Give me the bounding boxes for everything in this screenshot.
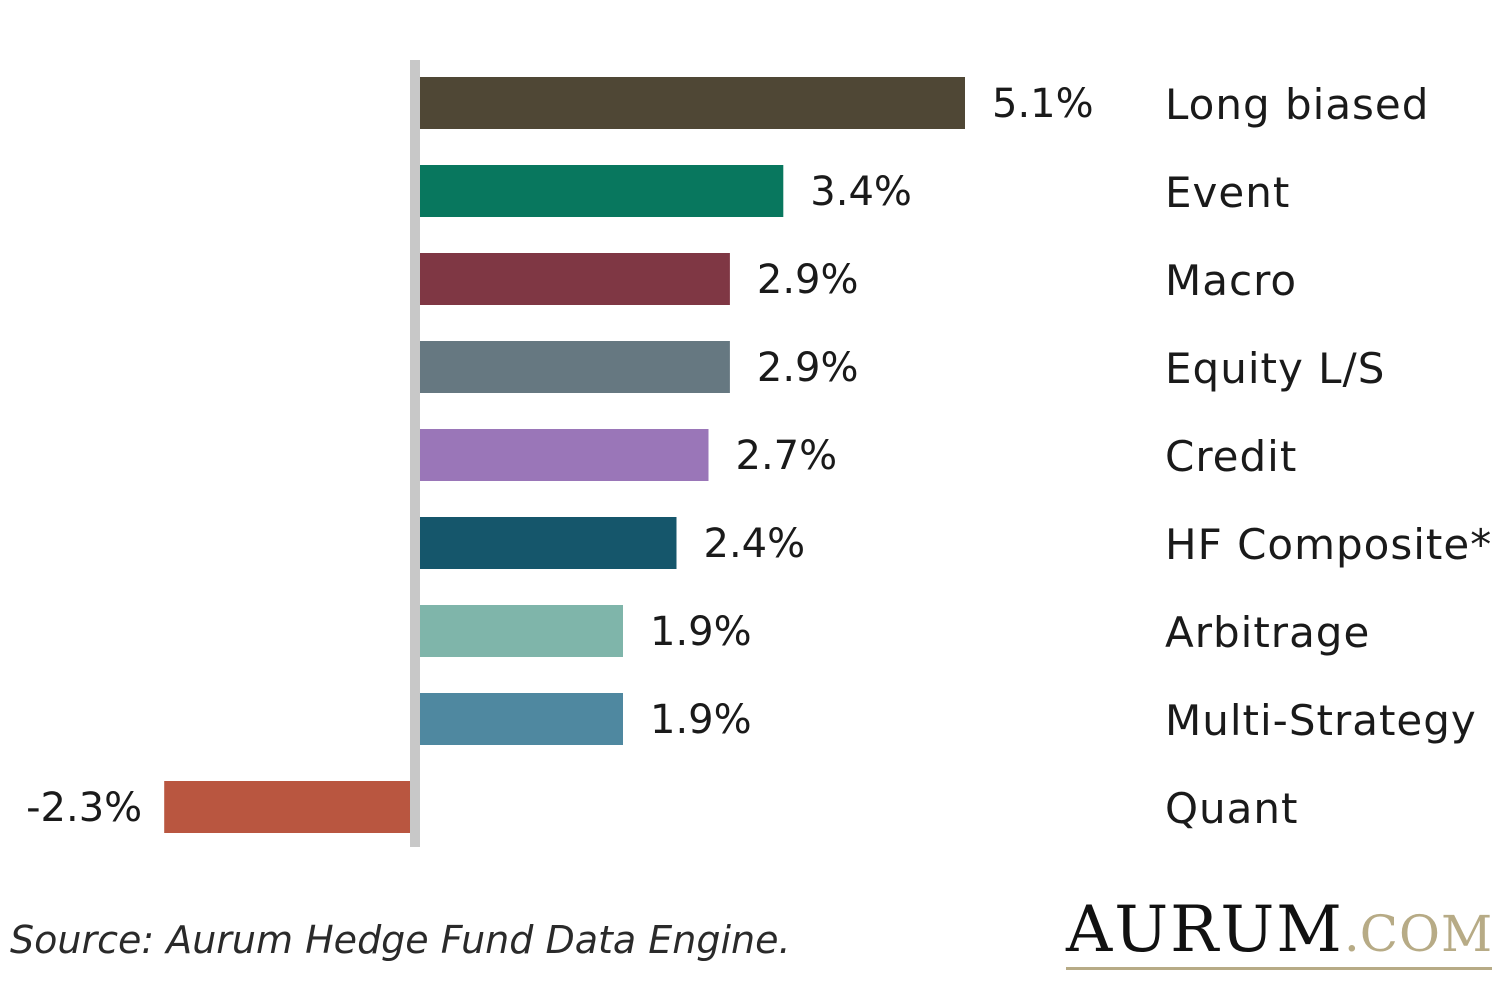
value-label: -2.3%	[26, 785, 142, 831]
logo-suffix: COM	[1359, 905, 1494, 963]
value-label: 1.9%	[650, 697, 752, 743]
value-label: 3.4%	[810, 169, 912, 215]
logo-underline	[1066, 967, 1492, 970]
category-label: Macro	[1165, 256, 1297, 305]
bar-credit	[420, 429, 709, 481]
value-label: 2.9%	[757, 257, 859, 303]
category-label: HF Composite*	[1165, 520, 1492, 569]
zero-axis-line	[410, 60, 420, 847]
bar-quant	[164, 781, 410, 833]
category-label: Arbitrage	[1165, 608, 1370, 657]
bar-hf-composite	[420, 517, 677, 569]
aurum-logo: AURUM.COM	[1066, 893, 1492, 973]
category-label: Quant	[1165, 784, 1299, 833]
logo-word: AURUM	[1066, 893, 1344, 967]
bar-event	[420, 165, 784, 217]
bar-macro	[420, 253, 730, 305]
bar-multi-strategy	[420, 693, 623, 745]
value-label: 5.1%	[992, 81, 1094, 127]
category-label: Long biased	[1165, 80, 1429, 129]
bar-arbitrage	[420, 605, 623, 657]
bar-chart: 5.1% Long biased 3.4% Event 2.9% Macro 2.9% Equ…	[26, 60, 1492, 847]
bar-equity-l-s	[420, 341, 730, 393]
value-label: 1.9%	[650, 609, 752, 655]
bar-long-biased	[420, 77, 965, 129]
value-label: 2.4%	[704, 521, 806, 567]
logo-dot: .	[1343, 905, 1360, 963]
source-note: Source: Aurum Hedge Fund Data Engine.	[10, 918, 791, 962]
category-label: Multi-Strategy	[1165, 696, 1477, 745]
category-label: Event	[1165, 168, 1290, 217]
value-label: 2.7%	[736, 433, 838, 479]
category-label: Credit	[1165, 432, 1297, 481]
category-label: Equity L/S	[1165, 344, 1385, 393]
value-label: 2.9%	[757, 345, 859, 391]
